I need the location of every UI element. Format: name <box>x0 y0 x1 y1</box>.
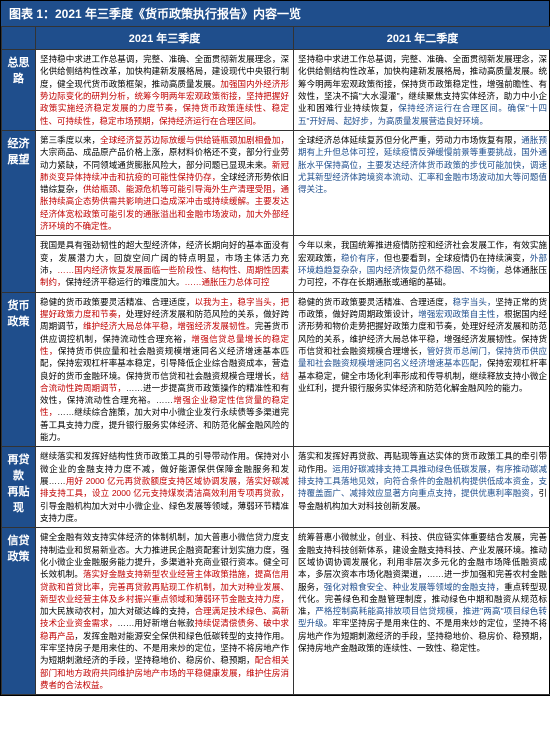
row-label: 经济展望 <box>2 130 36 292</box>
header-row: 2021 年三季度 2021 年二季度 <box>2 27 550 50</box>
text-segment: 全球经济复苏边际放缓与供给链瓶颈加剧相叠加， <box>100 135 289 145</box>
text-segment: 用好 2000 亿元再贷款额度支持区域协调发展，落实好碳减排支持工具，设立 20… <box>40 476 289 498</box>
row-label: 信贷政策 <box>2 528 36 695</box>
header-blank <box>2 27 36 50</box>
text-segment: 稳健的货币政策要灵活精准、合理适度， <box>40 297 195 307</box>
comparison-table: 2021 年三季度 2021 年二季度 总思路坚持稳中求进工作总基调，完整、准确… <box>1 26 550 695</box>
text-segment: 加大民族动农村，加大对碳达峰的支持， <box>40 606 195 616</box>
text-segment: 稳定市场预期， <box>100 116 160 126</box>
text-segment: 保持货币供应量和社会融资规模增速同名义经济增速基本匹配，保持宏观杠杆率基本稳定，… <box>40 346 289 381</box>
text-segment: 主要发达经济体货币政策的步伐可能加快， <box>367 160 530 170</box>
cell-q2: 全球经济总体延续复苏但分化严重，劳动力市场恢复有限，通胀预期有上升但总体可控，延… <box>294 130 550 236</box>
table-row: 货币政策稳健的货币政策要灵活精准、合理适度，以我为主，稳字当头，把握好政策力度和… <box>2 292 550 447</box>
report-table-container: 图表 1：2021 年三季度《货币政策执行报告》内容一览 2021 年三季度 2… <box>0 0 550 696</box>
row-label: 总思路 <box>2 50 36 131</box>
text-segment: 稳价有序， <box>341 253 384 263</box>
text-segment: ……通胀压力总体可控 <box>185 277 270 287</box>
row-label: 货币政策 <box>2 292 36 447</box>
cell-q3: 我国是具有强劲韧性的超大型经济体，经济长期向好的基本面没有变，发展潜力大，回旋空… <box>36 236 294 292</box>
header-q3: 2021 年三季度 <box>36 27 294 50</box>
text-segment: 全球经济总体延续复苏但分化严重，劳动力市场恢复有限， <box>298 135 521 145</box>
cell-q2: 坚持稳中求进工作总基调，完整、准确、全面贯彻新发展理念，深化供给侧结构性改革，加… <box>294 50 550 131</box>
text-segment: 但也要看到，全球疫情仍在持续演变， <box>384 253 530 263</box>
cell-q3: 继续落实和发挥好结构性货币政策工具的引导带动作用。保持对小微企业的金融支持力度不… <box>36 447 294 528</box>
text-segment: ……继续综合施策，加大对中小微企业发行永续债等多渠道完善工具支持力度，提升银行服… <box>40 407 289 442</box>
text-segment: 继续落实和发挥好结构性货币政策工具的引导带动作用。 <box>40 451 255 461</box>
text-segment: 引导金融机构加大对中小微企业、绿色发展等领域，薄弱环节精准支持力度。 <box>40 501 289 523</box>
table-row: 经济展望第三季度以来，全球经济复苏边际放缓与供给链瓶颈加剧相叠加，大宗商品、成品… <box>2 130 550 236</box>
text-segment: 保持经济运行在合理区间。 <box>159 116 261 126</box>
table-row: 总思路坚持稳中求进工作总基调，完整、准确、全面贯彻新发展理念，深化供给侧结构性改… <box>2 50 550 131</box>
table-row: 信贷政策健全金融有效支持实体经济的体制机制，加大普惠小微信贷力度支持制造业和贸易… <box>2 528 550 695</box>
cell-q2: 稳健的货币政策要灵活精准、合理适度，稳字当头，坚持正常的货币政策，做好跨周期政策… <box>294 292 550 447</box>
text-segment: 牢牢坚持房子是用来住的、不是用来炒的定位，坚持不将房地产作为短期刺激经济的手段，… <box>40 643 289 665</box>
cell-q2: 今年以来，我国统筹推进疫情防控和经济社会发展工作，有效实施宏观政策，稳价有序，但… <box>294 236 550 292</box>
text-segment: 牢牢坚持房子是用来住的、不是用来炒的定位，坚持不将房地产作为短期刺激经济的手段，… <box>298 618 547 653</box>
text-segment: 大宗商品、成品原产品价格上涨，原材料价格还不变，部分行业劳动力紧缺，不同领域通货… <box>40 147 289 169</box>
cell-q3: 第三季度以来，全球经济复苏边际放缓与供给链瓶颈加剧相叠加， 大宗商品、成品原产品价… <box>36 130 294 236</box>
table-row: 我国是具有强劲韧性的超大型经济体，经济长期向好的基本面没有变，发展潜力大，回旋空… <box>2 236 550 292</box>
cell-q3: 坚持稳中求进工作总基调，完整、准确、全面贯彻新发展理念，深化供给侧结构性改革，加… <box>36 50 294 131</box>
text-segment: ……用好新增台帐款 <box>117 618 194 628</box>
header-q2: 2021 年二季度 <box>294 27 550 50</box>
text-segment: 强化对粮食安全、种业发展等领域的金融支持， <box>324 582 504 592</box>
text-segment: 维护经济大局总体平稳，增强经济发展韧性。 <box>83 321 255 331</box>
text-segment: 稳字当头， <box>453 297 496 307</box>
cell-q2: 统筹普惠小微就业，创业、科技、供应链实体重要结合发展，完善金融支持科技创新体系，… <box>294 528 550 695</box>
text-segment: 稳健的货币政策要灵活精准、合理适度， <box>298 297 453 307</box>
row-label: 再贷款再贴现 <box>2 447 36 528</box>
table-row: 再贷款再贴现继续落实和发挥好结构性货币政策工具的引导带动作用。保持对小微企业的金… <box>2 447 550 528</box>
cell-q3: 健全金融有效支持实体经济的体制机制，加大普惠小微信贷力度支持制造业和贸易新业态。… <box>36 528 294 695</box>
text-segment: 保持经济运行在合理区间。 <box>398 103 507 113</box>
text-segment: 增强宏观政策自主性， <box>418 309 504 319</box>
table-title: 图表 1：2021 年三季度《货币政策执行报告》内容一览 <box>1 1 549 26</box>
cell-q2: 落实和发挥好再贷款、再贴现等直达实体的货币政策工具的牵引带动作用。运用好碳减排支… <box>294 447 550 528</box>
text-segment: 保持经济平稳运行的难度加大。 <box>66 277 185 287</box>
text-segment: 第三季度以来， <box>40 135 100 145</box>
text-segment: 运用好碳减排支持工具推动绿色低碳发展，有序推动碳减排支持工具落地见效，向符合条件… <box>298 464 547 499</box>
text-segment: ，发挥金融对能源安全保供和绿色低碳转型的支持作用。 <box>74 631 289 641</box>
cell-q3: 稳健的货币政策要灵活精准、合理适度，以我为主，稳字当头，把握好政策力度和节奏，处… <box>36 292 294 447</box>
text-segment: 统筹普惠小微就业，创业、科技、供应链实体重要结合发展，完善金融支持科技创新体系，… <box>298 532 547 554</box>
